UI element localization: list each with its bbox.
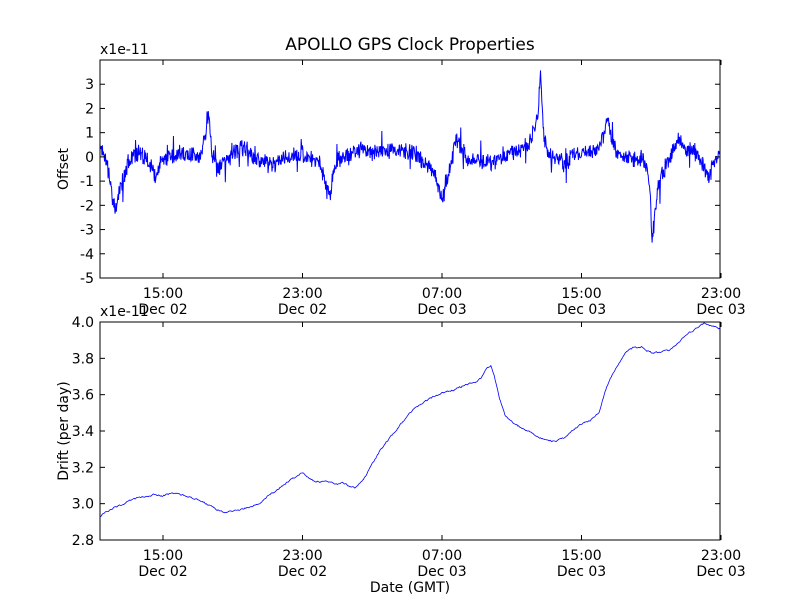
offset-axes-frame — [99, 59, 721, 279]
drift-ytick-label: 3.2 — [72, 460, 94, 476]
offset-series-line — [100, 70, 720, 243]
drift-ytick-label: 3.8 — [72, 351, 94, 367]
chart-title: APOLLO GPS Clock Properties — [285, 35, 535, 55]
drift-xlabel: Date (GMT) — [370, 580, 450, 596]
offset-ytick-label: -5 — [80, 271, 94, 287]
drift-xtick-date-label: Dec 02 — [138, 564, 187, 580]
drift-xtick-date-label: Dec 03 — [696, 564, 745, 580]
offset-ytick-label: 2 — [85, 101, 94, 117]
offset-ytick-label: -4 — [80, 247, 94, 263]
drift-ytick-label: 3.6 — [72, 388, 94, 404]
drift-xtick-date-label: Dec 03 — [417, 564, 466, 580]
drift-ytick-label: 3.4 — [72, 424, 94, 440]
drift-xtick-time-label: 23:00 — [282, 548, 322, 564]
drift-xtick-time-label: 15:00 — [143, 548, 183, 564]
offset-xtick-date-label: Dec 03 — [557, 302, 606, 318]
drift-ytick-label: 2.8 — [72, 533, 94, 549]
offset-ytick-label: -1 — [80, 174, 94, 190]
offset-ytick-label: -3 — [80, 223, 94, 239]
drift-ylabel: Drift (per day) — [56, 381, 72, 480]
offset-xtick-date-label: Dec 02 — [138, 302, 187, 318]
drift-xtick-time-label: 23:00 — [701, 548, 741, 564]
offset-ytick-label: -2 — [80, 198, 94, 214]
drift-scale-label: x1e-11 — [100, 304, 149, 320]
offset-xtick-date-label: Dec 02 — [278, 302, 327, 318]
offset-xtick-time-label: 23:00 — [701, 286, 741, 302]
drift-ytick-label: 4.0 — [72, 315, 94, 331]
drift-series-line — [100, 322, 720, 518]
offset-ylabel: Offset — [56, 147, 72, 190]
drift-xtick-time-label: 15:00 — [561, 548, 601, 564]
offset-xtick-time-label: 15:00 — [561, 286, 601, 302]
offset-ytick-label: 3 — [85, 77, 94, 93]
drift-xtick-time-label: 07:00 — [422, 548, 462, 564]
offset-ytick-label: 1 — [85, 126, 94, 142]
offset-xtick-time-label: 15:00 — [143, 286, 183, 302]
offset-xtick-time-label: 23:00 — [282, 286, 322, 302]
offset-xtick-date-label: Dec 03 — [417, 302, 466, 318]
offset-xtick-time-label: 07:00 — [422, 286, 462, 302]
drift-xtick-date-label: Dec 03 — [557, 564, 606, 580]
offset-scale-label: x1e-11 — [100, 42, 149, 58]
drift-ytick-label: 3.0 — [72, 497, 94, 513]
drift-xtick-date-label: Dec 02 — [278, 564, 327, 580]
offset-ytick-label: 0 — [85, 150, 94, 166]
offset-xtick-date-label: Dec 03 — [696, 302, 745, 318]
